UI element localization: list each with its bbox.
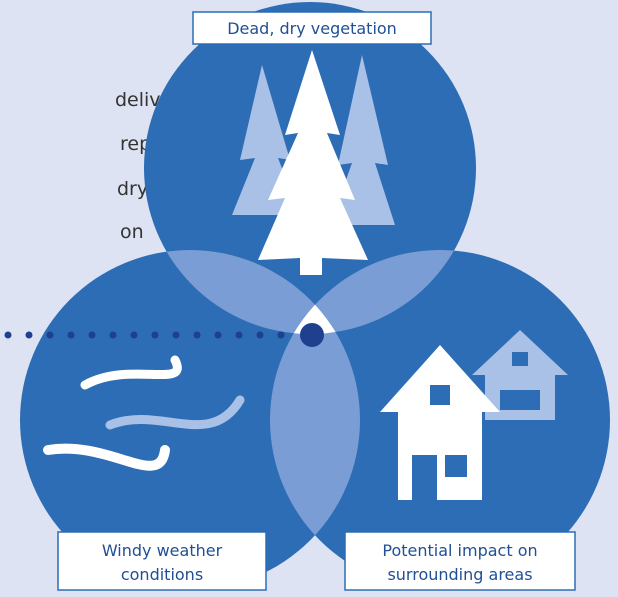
venn-diagram: deliver reports dryness on Dead, dry veg… bbox=[0, 0, 618, 597]
label-bottom-left: Windy weather bbox=[102, 541, 223, 560]
text-line: on bbox=[120, 221, 144, 243]
label-bottom-right: Potential impact on bbox=[382, 541, 537, 560]
label-bottom-left: conditions bbox=[121, 565, 203, 584]
label-top: Dead, dry vegetation bbox=[227, 19, 397, 38]
label-bottom-right: surrounding areas bbox=[387, 565, 532, 584]
